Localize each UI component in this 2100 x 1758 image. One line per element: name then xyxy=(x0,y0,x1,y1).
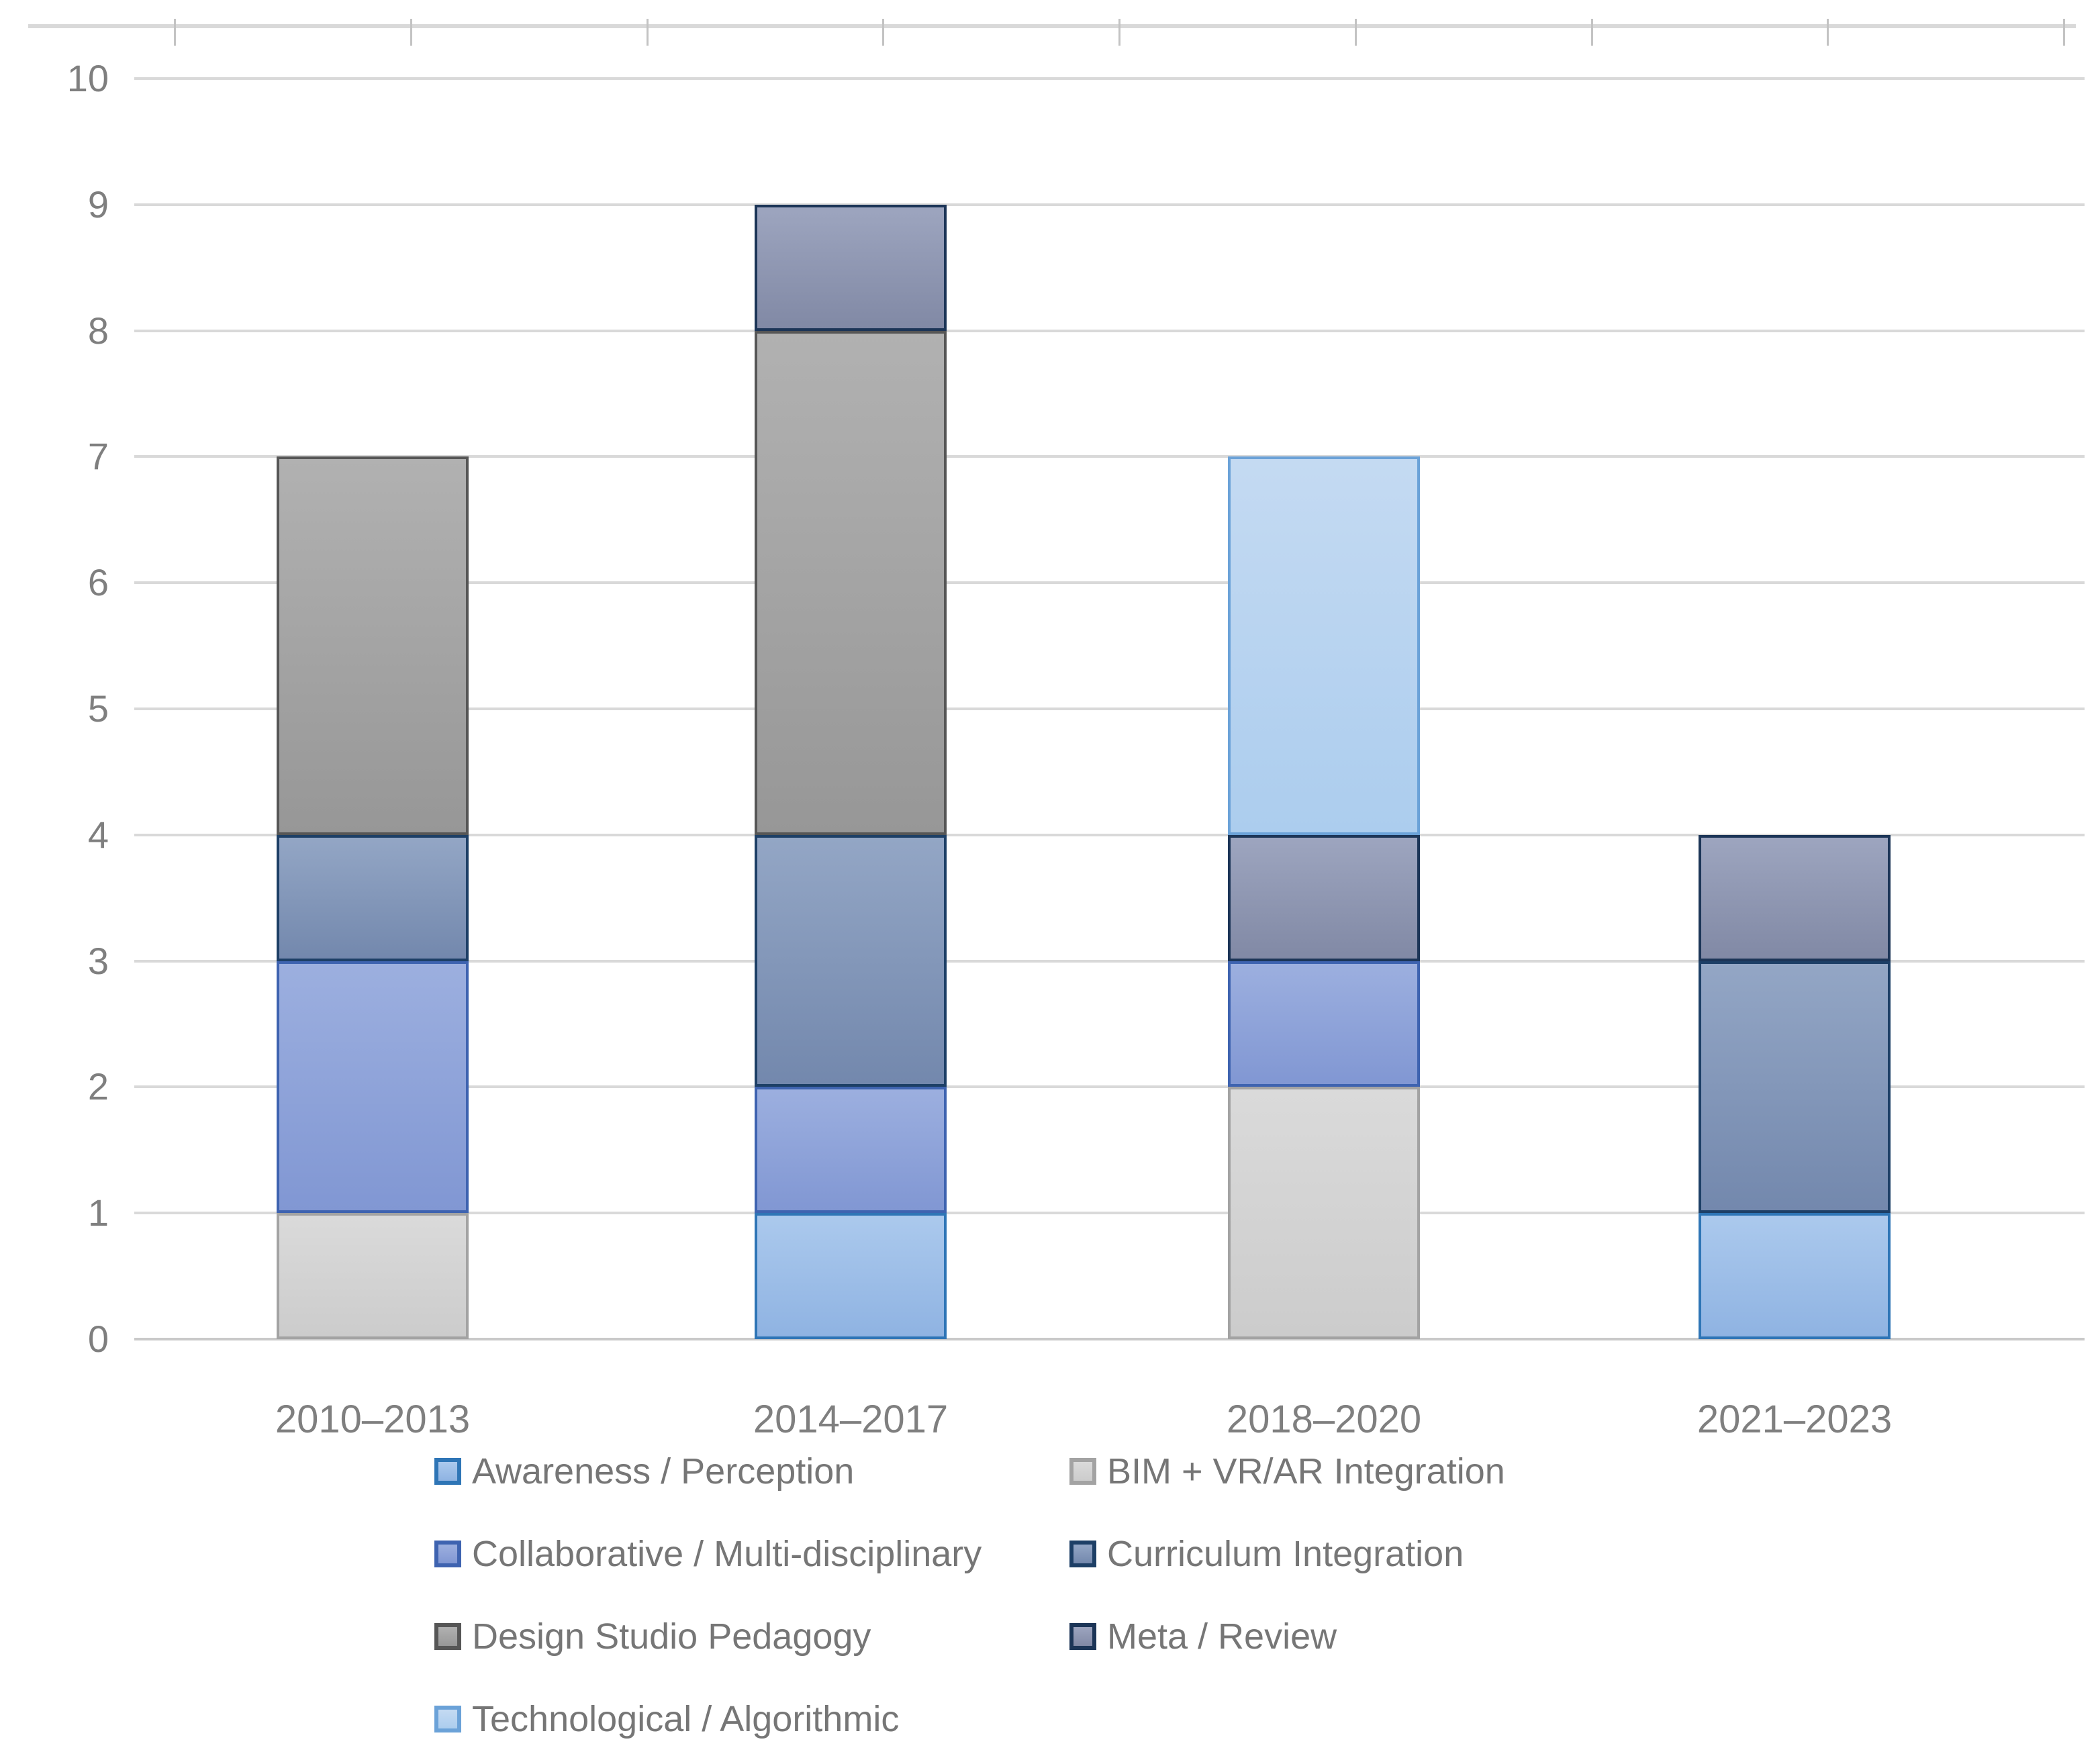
bar-segment xyxy=(1228,1087,1420,1339)
top-axis-tick xyxy=(646,19,649,46)
top-axis-tick xyxy=(1118,19,1120,46)
gridline-y8 xyxy=(134,329,2085,332)
bar-segment xyxy=(1699,961,1891,1214)
x-category-label: 2014–2017 xyxy=(753,1398,949,1441)
bar-segment xyxy=(755,330,947,835)
bar-segment xyxy=(1699,834,1891,961)
y-tick-label: 2 xyxy=(87,1065,109,1108)
legend-label: BIM + VR/AR Integration xyxy=(1107,1451,1505,1492)
y-tick-label: 5 xyxy=(87,687,109,730)
gridline-y4 xyxy=(134,833,2085,836)
bar-segment xyxy=(1699,1213,1891,1339)
bar-segment xyxy=(277,456,469,835)
legend-label: Design Studio Pedagogy xyxy=(472,1616,871,1657)
legend-label: Technological / Algorithmic xyxy=(472,1699,900,1739)
y-tick-label: 3 xyxy=(87,939,109,982)
y-tick-label: 9 xyxy=(87,183,109,226)
gridline-y9 xyxy=(134,203,2085,206)
legend-label: Curriculum Integration xyxy=(1107,1534,1464,1574)
legend-swatch xyxy=(434,1458,461,1485)
bar-segment xyxy=(277,961,469,1214)
y-tick-label: 4 xyxy=(87,813,109,856)
legend-item: Design Studio Pedagogy xyxy=(434,1616,871,1657)
bar-segment xyxy=(1228,961,1420,1087)
top-axis-tick xyxy=(410,19,412,46)
bar-segment xyxy=(1228,834,1420,961)
legend-label: Awareness / Perception xyxy=(472,1451,855,1492)
bar-segment xyxy=(277,834,469,961)
gridline-y2 xyxy=(134,1085,2085,1089)
y-tick-label: 0 xyxy=(87,1318,109,1360)
legend-label: Collaborative / Multi-disciplinary xyxy=(472,1534,982,1574)
legend-item: Meta / Review xyxy=(1069,1616,1337,1657)
legend-swatch xyxy=(1069,1541,1096,1567)
gridline-y1 xyxy=(134,1212,2085,1215)
legend-swatch xyxy=(434,1623,461,1650)
x-category-label: 2021–2023 xyxy=(1697,1398,1893,1441)
legend-item: Technological / Algorithmic xyxy=(434,1699,899,1739)
top-boundary-line xyxy=(28,24,2076,28)
legend-swatch xyxy=(434,1706,461,1732)
y-tick-label: 8 xyxy=(87,309,109,352)
top-axis-tick xyxy=(1354,19,1357,46)
bar-segment xyxy=(755,1213,947,1339)
bar-segment xyxy=(1228,456,1420,835)
y-tick-label: 6 xyxy=(87,561,109,604)
legend-item: Awareness / Perception xyxy=(434,1451,854,1492)
legend-swatch xyxy=(1069,1458,1096,1485)
gridline-y5 xyxy=(134,707,2085,710)
y-tick-label: 7 xyxy=(87,435,109,478)
legend-item: Collaborative / Multi-disciplinary xyxy=(434,1534,982,1574)
bar-segment xyxy=(755,834,947,1087)
gridline-y10 xyxy=(134,77,2085,80)
top-axis-tick xyxy=(882,19,885,46)
y-tick-label: 1 xyxy=(87,1191,109,1234)
legend-item: BIM + VR/AR Integration xyxy=(1069,1451,1505,1492)
legend-swatch xyxy=(434,1541,461,1567)
gridline-y6 xyxy=(134,581,2085,585)
bar-segment xyxy=(755,1087,947,1214)
top-axis-tick xyxy=(174,19,176,46)
top-axis-tick xyxy=(2063,19,2065,46)
gridline-y0 xyxy=(134,1338,2085,1340)
legend-item: Curriculum Integration xyxy=(1069,1534,1464,1574)
gridline-y3 xyxy=(134,959,2085,963)
x-category-label: 2010–2013 xyxy=(275,1398,471,1441)
legend-label: Meta / Review xyxy=(1107,1616,1337,1657)
top-axis-tick xyxy=(1590,19,1593,46)
gridline-y7 xyxy=(134,455,2085,458)
bar-segment xyxy=(277,1213,469,1339)
x-category-label: 2018–2020 xyxy=(1226,1398,1422,1441)
bar-segment xyxy=(755,204,947,331)
y-tick-label: 10 xyxy=(66,57,109,99)
legend-swatch xyxy=(1069,1623,1096,1650)
top-axis-tick xyxy=(1827,19,1829,46)
